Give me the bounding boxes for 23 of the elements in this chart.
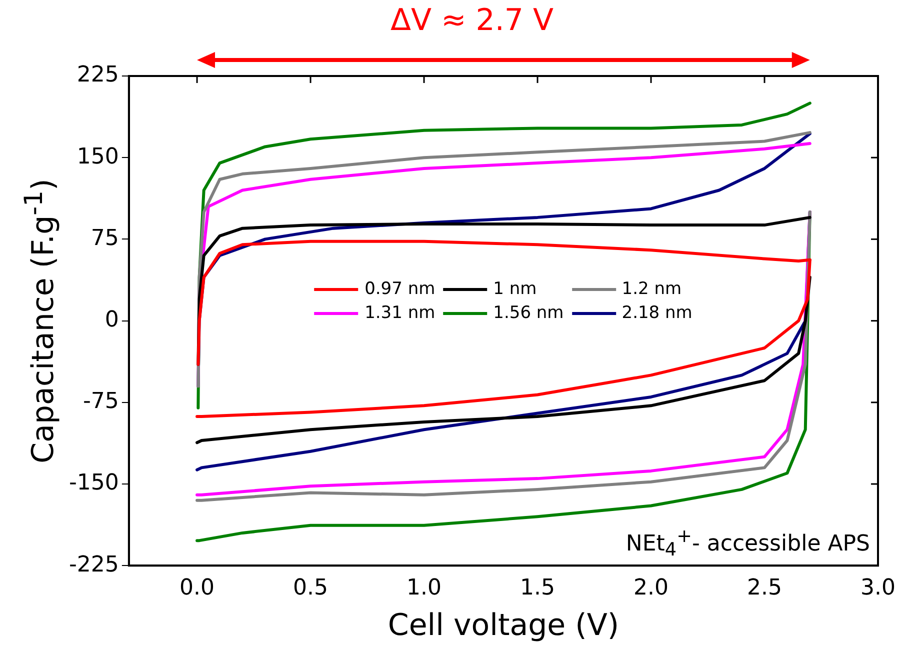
legend-label: 1.2 nm bbox=[622, 279, 682, 300]
x-tick-label: 3.0 bbox=[860, 576, 896, 601]
y-tick-label: -75 bbox=[82, 389, 119, 414]
x-tick-label: 2.0 bbox=[634, 576, 669, 601]
x-tick-label: 0.0 bbox=[180, 576, 215, 601]
legend-label: 2.18 nm bbox=[622, 303, 692, 324]
legend-label: 1.56 nm bbox=[493, 303, 564, 324]
x-tick-label: 2.5 bbox=[747, 576, 782, 601]
x-tick-label: 1.5 bbox=[520, 576, 556, 601]
legend-label: 1.31 nm bbox=[364, 303, 436, 324]
y-tick-label: -150 bbox=[68, 470, 119, 496]
legend-label: 1 nm bbox=[493, 279, 537, 300]
chart-title: ΔV ≈ 2.7 V bbox=[390, 2, 554, 38]
y-tick-label: 225 bbox=[76, 62, 119, 88]
y-tick-label: 75 bbox=[90, 226, 119, 251]
x-tick-label: 1.0 bbox=[406, 576, 442, 601]
annotation: NEt$_{4}$$^{+}$- accessible APS bbox=[626, 526, 870, 560]
x-tick-label: 0.5 bbox=[293, 576, 328, 601]
y-tick-label: -225 bbox=[68, 552, 119, 578]
legend-label: 0.97 nm bbox=[364, 279, 436, 300]
y-tick-label: 150 bbox=[76, 144, 119, 170]
y-tick-label: 0 bbox=[104, 308, 119, 333]
x-axis-title: Cell voltage (V) bbox=[388, 608, 620, 643]
